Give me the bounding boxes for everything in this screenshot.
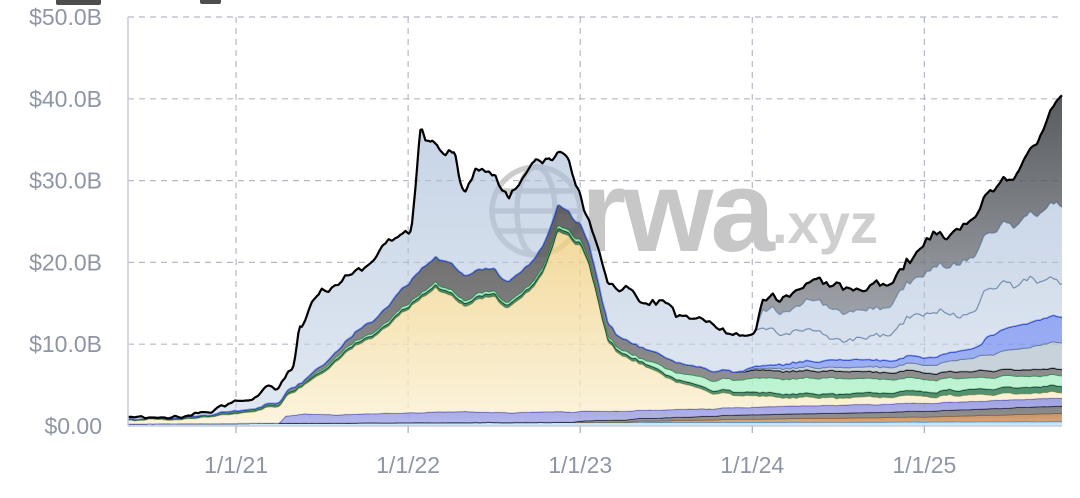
x-tick-label: 1/1/23 (548, 452, 612, 478)
y-tick-label: $20.0B (29, 249, 102, 275)
y-tick-label: $50.0B (29, 4, 102, 30)
series-area-black-band[interactable] (128, 406, 1062, 424)
watermark-suffix-text: .xyz (772, 192, 878, 255)
stacked-series-areas[interactable] (127, 94, 1063, 426)
y-tick-label: $30.0B (29, 168, 102, 194)
x-tick-label: 1/1/22 (376, 452, 440, 478)
series-area-yellow-gold[interactable] (128, 231, 1062, 424)
x-tick-label: 1/1/25 (892, 452, 956, 478)
y-tick-label: $0.00 (44, 413, 102, 439)
x-tick-label: 1/1/21 (204, 452, 268, 478)
y-tick-label: $10.0B (29, 331, 102, 357)
axes (127, 17, 1062, 433)
series-area-orange[interactable] (128, 413, 1062, 424)
x-tick-label: 1/1/24 (720, 452, 784, 478)
axis-labels: $50.0B $40.0B $30.0B $20.0B $10.0B $0.00 1/1/2… (29, 4, 956, 478)
y-tick-label: $40.0B (29, 86, 102, 112)
cropped-title-fragment (200, 0, 221, 4)
watermark-brand-text: rwa (581, 146, 776, 276)
series-area-bright-blue[interactable] (128, 205, 1062, 420)
cropped-title-fragment (56, 0, 101, 5)
series-area-steel-blue[interactable] (128, 129, 1062, 420)
series-line-top-dark-gray (127, 94, 1063, 420)
